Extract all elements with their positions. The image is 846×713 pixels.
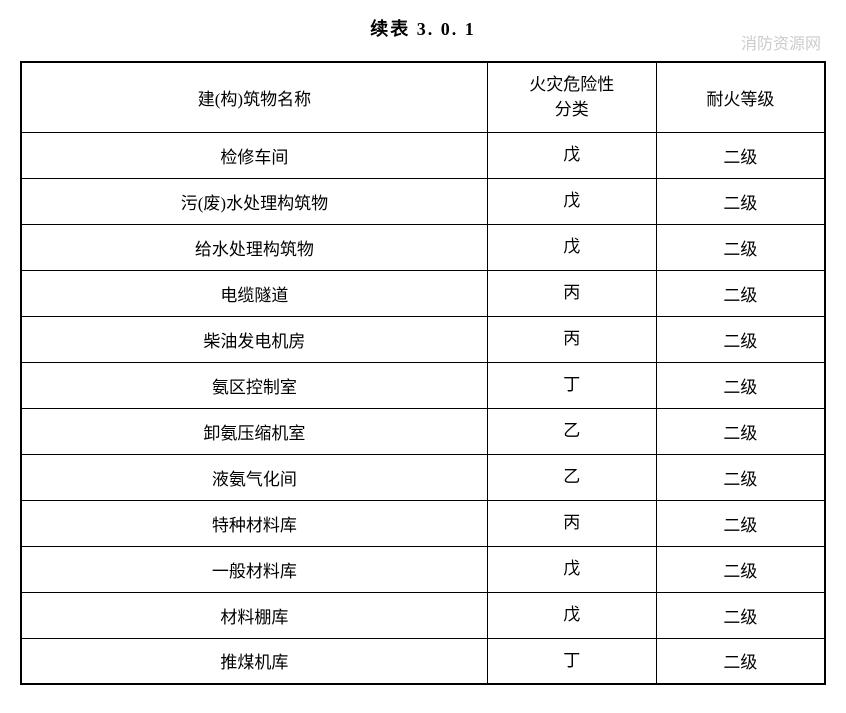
cell-fire-category: 戊 [487,132,656,178]
header-fire-category: 火灾危险性 分类 [487,62,656,132]
cell-fire-category: 戊 [487,178,656,224]
cell-fire-grade: 二级 [656,408,825,454]
cell-fire-category: 乙 [487,408,656,454]
cell-fire-category: 乙 [487,454,656,500]
cell-fire-category: 丁 [487,638,656,684]
cell-fire-category: 戊 [487,224,656,270]
cell-building-name: 一般材料库 [21,546,487,592]
fire-classification-table: 建(构)筑物名称 火灾危险性 分类 耐火等级 检修车间戊二级污(废)水处理构筑物… [20,61,826,685]
cell-fire-grade: 二级 [656,224,825,270]
cell-fire-category: 丁 [487,362,656,408]
cell-fire-grade: 二级 [656,454,825,500]
table-title: 续表 3. 0. 1 [20,15,826,41]
cell-fire-grade: 二级 [656,270,825,316]
cell-fire-grade: 二级 [656,362,825,408]
table-header-row: 建(构)筑物名称 火灾危险性 分类 耐火等级 [21,62,825,132]
table-body: 检修车间戊二级污(废)水处理构筑物戊二级给水处理构筑物戊二级电缆隧道丙二级柴油发… [21,132,825,684]
cell-building-name: 氨区控制室 [21,362,487,408]
cell-fire-category: 戊 [487,546,656,592]
header-category-line1: 火灾危险性 [529,75,614,94]
cell-fire-category: 丙 [487,316,656,362]
table-row: 推煤机库丁二级 [21,638,825,684]
watermark-text: 消防资源网 [741,30,821,54]
cell-fire-grade: 二级 [656,500,825,546]
table-row: 电缆隧道丙二级 [21,270,825,316]
cell-building-name: 材料棚库 [21,592,487,638]
table-row: 卸氨压缩机室乙二级 [21,408,825,454]
cell-building-name: 特种材料库 [21,500,487,546]
table-row: 检修车间戊二级 [21,132,825,178]
table-row: 污(废)水处理构筑物戊二级 [21,178,825,224]
cell-fire-grade: 二级 [656,178,825,224]
cell-fire-grade: 二级 [656,316,825,362]
table-row: 液氨气化间乙二级 [21,454,825,500]
table-row: 柴油发电机房丙二级 [21,316,825,362]
cell-building-name: 卸氨压缩机室 [21,408,487,454]
table-row: 材料棚库戊二级 [21,592,825,638]
cell-fire-category: 戊 [487,592,656,638]
cell-building-name: 给水处理构筑物 [21,224,487,270]
cell-fire-category: 丙 [487,500,656,546]
cell-building-name: 柴油发电机房 [21,316,487,362]
cell-building-name: 电缆隧道 [21,270,487,316]
cell-building-name: 推煤机库 [21,638,487,684]
cell-fire-grade: 二级 [656,132,825,178]
cell-fire-grade: 二级 [656,546,825,592]
header-category-line2: 分类 [555,100,589,119]
cell-fire-category: 丙 [487,270,656,316]
table-row: 特种材料库丙二级 [21,500,825,546]
cell-building-name: 检修车间 [21,132,487,178]
cell-building-name: 污(废)水处理构筑物 [21,178,487,224]
table-row: 氨区控制室丁二级 [21,362,825,408]
table-row: 给水处理构筑物戊二级 [21,224,825,270]
header-building-name: 建(构)筑物名称 [21,62,487,132]
cell-building-name: 液氨气化间 [21,454,487,500]
cell-fire-grade: 二级 [656,592,825,638]
cell-fire-grade: 二级 [656,638,825,684]
table-row: 一般材料库戊二级 [21,546,825,592]
header-fire-grade: 耐火等级 [656,62,825,132]
